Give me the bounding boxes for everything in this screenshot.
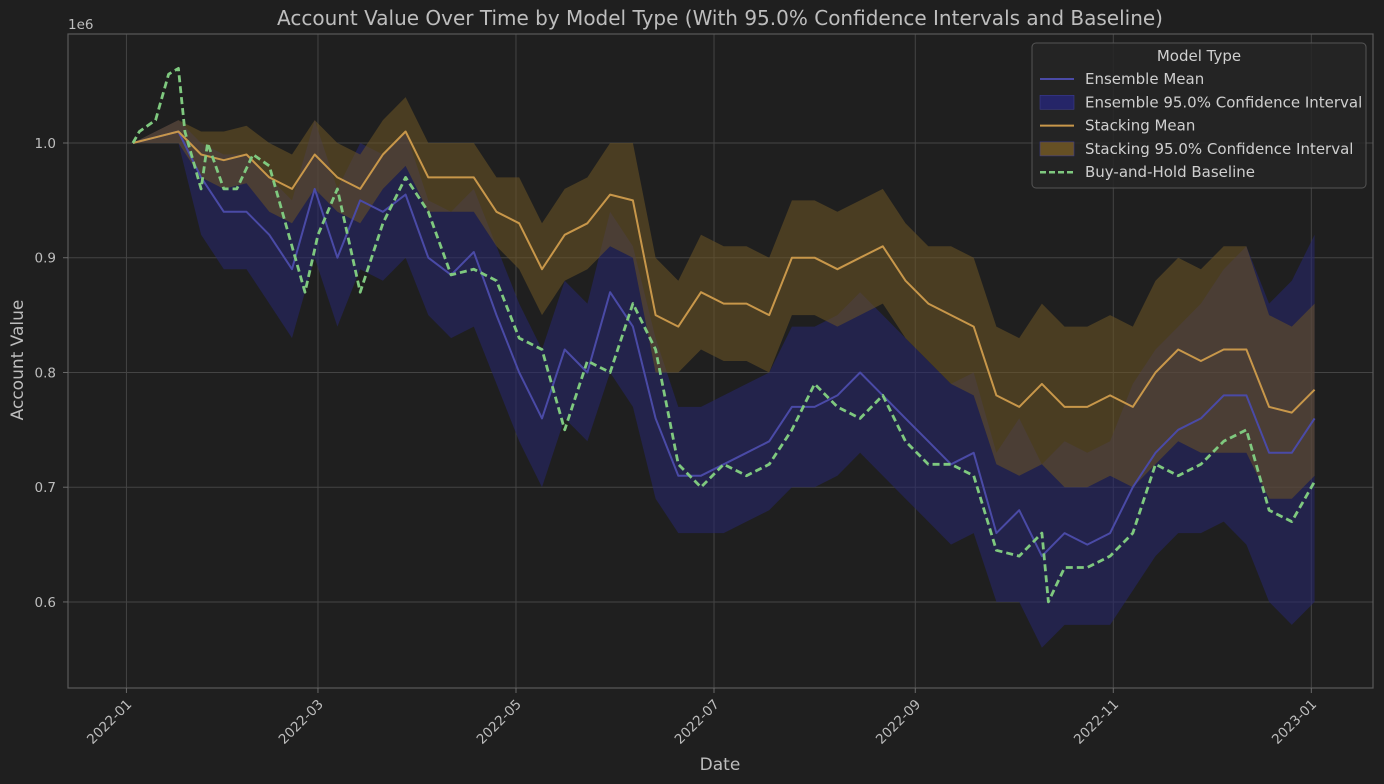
y-axis-label: Account Value — [8, 300, 28, 421]
legend-entry-baseline-label: Buy-and-Hold Baseline — [1085, 163, 1255, 181]
legend: Model Type Ensemble Mean Ensemble 95.0% Co… — [1031, 42, 1367, 189]
series-lines — [131, 67, 1316, 604]
legend-entry-ensemble-ci-swatch — [1039, 95, 1075, 110]
stacking-mean-line — [132, 130, 1316, 414]
legend-entry-ensemble-ci-label: Ensemble 95.0% Confidence Interval — [1085, 93, 1362, 111]
legend-title: Model Type — [1157, 47, 1241, 65]
legend-entry-stacking-ci-swatch — [1039, 141, 1075, 157]
legend-entry-stacking-mean-label: Stacking Mean — [1085, 117, 1195, 135]
x-axis-label: Date — [700, 755, 741, 775]
y-tick-label: 0.9 — [35, 251, 56, 267]
legend-entry-ensemble-mean-label: Ensemble Mean — [1085, 70, 1204, 88]
y-offset-label: 1e6 — [68, 17, 93, 33]
legend-box — [1031, 42, 1367, 189]
y-tick-label: 0.6 — [35, 595, 56, 611]
y-tick-label: 1.0 — [35, 136, 56, 152]
chart-title: Account Value Over Time by Model Type (W… — [277, 6, 1163, 30]
legend-entry-stacking-ci-label: Stacking 95.0% Confidence Interval — [1085, 140, 1353, 158]
plot-frame — [67, 33, 1374, 689]
baseline-line — [131, 67, 1316, 604]
stacking-ci-band — [132, 97, 1315, 499]
ensemble-ci-band — [132, 120, 1315, 648]
y-axis-ticks: 0.6 0.7 0.8 0.9 1.0 — [35, 136, 68, 611]
y-tick-label: 0.7 — [35, 480, 56, 496]
y-tick-label: 0.8 — [35, 365, 56, 381]
ensemble-mean-line — [132, 130, 1316, 558]
confidence-bands — [132, 97, 1315, 648]
